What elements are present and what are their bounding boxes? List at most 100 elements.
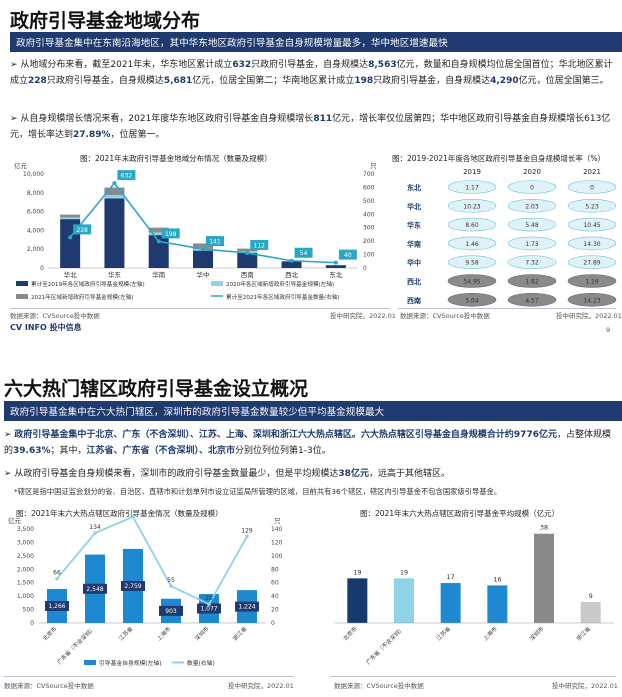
chart1-count-label-bg — [73, 224, 92, 235]
chart1-legend-4: 累计至2021年各区域政府引导基金数量(右轴) — [226, 293, 340, 301]
chart4-value-label: 19 — [353, 568, 361, 576]
chart3-y2tick: 40 — [271, 593, 279, 600]
chart2-value: 0 — [530, 185, 534, 192]
chart1-category-label: 华南 — [152, 270, 166, 279]
chart1-count-label: 141 — [209, 239, 221, 246]
chart1-legend-2: 2020年各区域新增政府引导基金规模(左轴) — [226, 280, 334, 288]
chart3-source-date: 投中研究院，2022.01 — [228, 682, 294, 690]
chart2-value-ellipse — [447, 180, 497, 194]
page-number: 9 — [606, 326, 611, 334]
chart1-ytick: 10,000 — [23, 171, 44, 178]
chart3-ytick: 1,000 — [17, 593, 34, 600]
chart1-y2tick: 700 — [363, 171, 375, 178]
chart2-source-date: 投中研究院，2022.01 — [556, 312, 622, 320]
chart3-y2tick: 140 — [271, 526, 283, 533]
page1-bullet-1: ➢ 从地域分布来看，截至2021年末，华东地区累计成立632只政府引导基金，自身… — [10, 60, 613, 86]
page2-bullet-1: ➢ 政府引导基金集中于北京、广东（不含深圳）、江苏、上海、深圳和浙江六大热点辖区… — [4, 430, 611, 456]
chart3-count-point — [207, 602, 211, 606]
chart3-ytick: 500 — [23, 607, 35, 614]
chart4-category-label: 浙江省 — [575, 624, 593, 642]
chart3-legend-2: 数量(右轴) — [187, 659, 215, 667]
chart1-category-label: 华中 — [197, 270, 210, 279]
chart2-table-svg: 2019 2020 2021 东北 1.17 0 0 华北 10.23 2.03 5.23 华东 8.6… — [407, 168, 617, 307]
chart4-value-label: 38 — [540, 524, 548, 532]
chart4-value-label: 16 — [493, 575, 501, 583]
chart4-bar — [394, 578, 414, 623]
chart1-ytick: 6,000 — [27, 209, 44, 216]
chart3-bar-label-bg — [235, 601, 259, 612]
chart3-ytick: 3,500 — [17, 526, 34, 533]
chart1-y2tick: 0 — [363, 265, 367, 272]
chart2-value-ellipse — [447, 198, 497, 213]
chart3-source: 数据来源：CVSource投中数据 — [4, 682, 94, 690]
chart2-value-ellipse — [567, 236, 617, 251]
chart1-count-label: 40 — [344, 252, 352, 259]
chart1-count-point — [201, 247, 205, 252]
chart3-count-point — [131, 515, 135, 519]
chart1-bar — [281, 261, 302, 268]
chart1-y2tick: 300 — [363, 225, 375, 232]
chart3-count-line — [56, 515, 248, 606]
chart1-legend-1: 累计至2019年各区域政府引导基金规模(左轴) — [31, 280, 145, 288]
chart1-bar — [148, 227, 169, 233]
chart1-bar — [193, 250, 213, 268]
chart1-category-label: 东北 — [329, 270, 343, 279]
chart2-value-ellipse — [567, 274, 617, 288]
chart1-y2tick: 600 — [363, 184, 375, 191]
chart4-source-date: 投中研究院，2022.01 — [552, 682, 618, 690]
chart2-region-label: 东北 — [407, 183, 421, 192]
chart3-category-label: 广东省（不含深圳） — [55, 625, 96, 666]
chart3-y2tick: 20 — [271, 607, 279, 614]
chart1-legend-swatch-1 — [16, 281, 28, 286]
chart2-region-label: 西南 — [407, 296, 421, 305]
chart3-category-label: 上海市 — [155, 624, 173, 642]
chart2-value-ellipse — [567, 293, 617, 307]
chart1-bar — [104, 187, 125, 196]
chart1-count-point — [245, 250, 250, 255]
chart3-bar-label: 2,548 — [86, 586, 103, 593]
divider-2 — [398, 308, 616, 309]
chart3-count-label: 66 — [53, 570, 61, 577]
chart4-title: 图：2021年末六大热点辖区政府引导基金平均规模（亿元） — [360, 509, 560, 518]
chart2-value: 5.48 — [525, 222, 539, 229]
chart2-value-ellipse — [507, 274, 557, 288]
chart3-y2tick: 120 — [271, 539, 283, 546]
chart2-value-ellipse — [447, 293, 497, 307]
chart2-value: 54.95 — [463, 279, 480, 286]
chart1-legend-3: 2021年区域新增政府引导基金规模(左轴) — [31, 293, 134, 301]
divider-1 — [10, 308, 390, 309]
chart3-bar-label: 1,077 — [200, 606, 217, 613]
chart3-count-label: 134 — [89, 524, 101, 531]
company-logo: CV INFO 投中信息 — [10, 323, 82, 332]
chart2-value: 1.46 — [465, 241, 479, 248]
chart3-bar-label-bg — [45, 600, 69, 611]
chart3-ytick: 0 — [30, 620, 34, 627]
chart2-value: 5.04 — [465, 297, 479, 304]
chart4-bar — [487, 585, 508, 623]
chart3-category-label: 江苏省 — [117, 624, 135, 642]
chart1-count-label: 632 — [121, 173, 133, 180]
chart1-legend-swatch-2 — [211, 281, 223, 286]
chart1-count-point — [333, 260, 338, 265]
chart2-value-ellipse — [567, 198, 617, 213]
chart3-count-label: 129 — [241, 527, 253, 534]
chart1-y2tick: 500 — [363, 198, 375, 205]
chart1-legend-swatch-3 — [16, 294, 28, 299]
chart2-value-ellipse — [567, 180, 617, 194]
chart2-region-label: 西北 — [407, 277, 421, 286]
chart1-unit-right: 只 — [370, 162, 377, 170]
chart3-bar-label-bg — [83, 583, 107, 594]
chart2-region-label: 华中 — [407, 258, 421, 267]
chart3-count-point — [55, 576, 59, 581]
page2-title: 六大热门辖区政府引导基金设立概况 — [4, 378, 309, 400]
chart3-title: 图：2021年末六大热点辖区政府引导基金情况（数量及规模） — [16, 509, 223, 518]
page1-title: 政府引导基金地域分布 — [10, 10, 201, 32]
chart2-year-header: 2021 — [583, 168, 601, 176]
chart4-category-label: 北京市 — [341, 624, 359, 642]
chart2-value-ellipse — [507, 293, 557, 307]
chart1-bar — [325, 265, 346, 268]
chart1-bar — [60, 214, 81, 218]
chart1-source-date: 投中研究院，2022.01 — [330, 312, 396, 320]
chart1-unit-left: 亿元 — [14, 161, 28, 170]
chart1-count-label: 54 — [300, 250, 308, 257]
